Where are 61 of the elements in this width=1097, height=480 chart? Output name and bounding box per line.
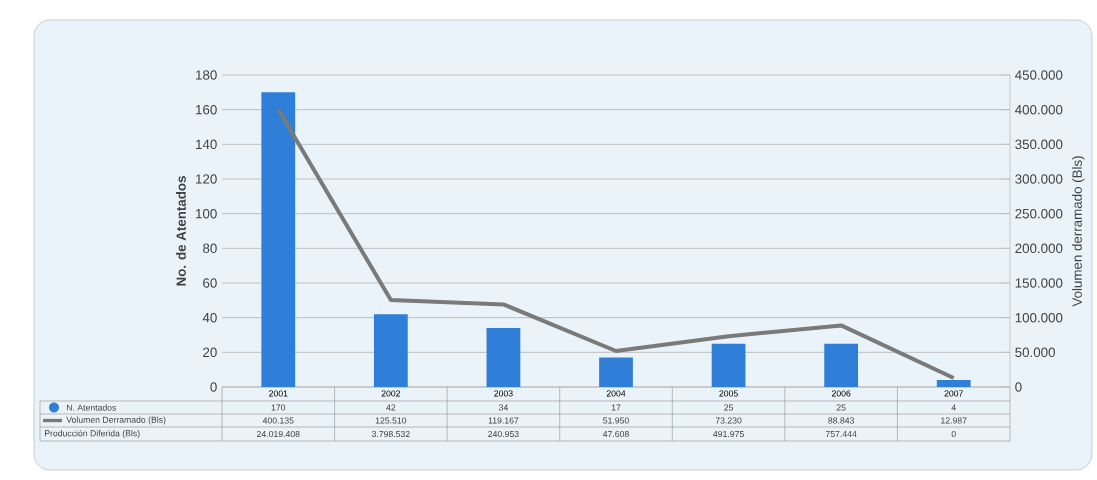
y2-tick-label: 400.000 <box>1015 104 1063 115</box>
y-tick-label: 20 <box>203 347 217 358</box>
text: 240.953 <box>488 430 519 438</box>
data-label: 51.950 <box>603 417 629 424</box>
data-label: 4 <box>951 404 956 411</box>
bar <box>261 92 296 387</box>
text: 3.798.532 <box>371 430 410 438</box>
legend-label: N. Atentados <box>66 404 117 411</box>
data-label: 12.987 <box>941 417 967 424</box>
line-series <box>276 107 956 380</box>
text: 47.608 <box>602 430 629 438</box>
bar <box>824 343 859 387</box>
y-tick-label: 120 <box>196 174 217 184</box>
y-axis-title: No. de Atentados <box>176 176 186 286</box>
data-label: 400.135 <box>262 417 294 424</box>
bar <box>936 380 971 387</box>
bar <box>486 328 521 387</box>
y-tick-label: 140 <box>196 139 217 150</box>
y-tick-label: 80 <box>203 243 217 254</box>
data-label: 88.843 <box>828 417 855 424</box>
y-tick-label: 60 <box>203 278 217 288</box>
x-tick-label: 2006 <box>831 390 851 397</box>
data-label: 34 <box>498 404 508 411</box>
x-tick-label: 2003 <box>494 390 513 397</box>
data-label: 42 <box>386 404 396 411</box>
y-tick-label: 160 <box>196 104 217 115</box>
legend-label: Volumen Derramado (Bls) <box>66 416 166 425</box>
bar <box>373 314 408 387</box>
y-tick-label: 40 <box>202 312 217 323</box>
y-tick-label: 180 <box>196 70 217 80</box>
text: 757.444 <box>825 430 857 438</box>
y2-tick-label: 150.000 <box>1015 278 1063 288</box>
text: Producción Diferida (Bls) <box>44 429 140 439</box>
y2-tick-label: 450.000 <box>1015 70 1063 80</box>
data-label: 73.230 <box>715 417 742 424</box>
bar <box>711 343 746 387</box>
y2-tick-label: 250.000 <box>1015 208 1063 219</box>
x-tick-label: 2002 <box>381 390 401 397</box>
y2-axis-title: Volumen derramado (Bls) <box>1072 156 1085 307</box>
y2-tick-label: 50.000 <box>1015 347 1055 358</box>
y2-tick-label: 350.000 <box>1015 139 1063 150</box>
x-tick-label: 2004 <box>606 390 626 397</box>
text: 24.019.408 <box>257 430 300 438</box>
y-tick-label: 0 <box>210 382 217 392</box>
y2-tick-label: 0 <box>1015 382 1022 392</box>
x-tick-label: 2007 <box>944 390 963 397</box>
data-label: 17 <box>611 404 621 411</box>
y-tick-label: 100 <box>196 208 217 219</box>
y2-tick-label: 200.000 <box>1015 243 1063 254</box>
data-label: 25 <box>724 404 734 411</box>
y2-tick-label: 100.000 <box>1015 312 1063 323</box>
bar <box>599 357 633 387</box>
data-label: 125.510 <box>375 417 407 424</box>
y2-tick-label: 300.000 <box>1015 174 1063 184</box>
data-label: 119.167 <box>488 417 519 424</box>
text: 0 <box>951 430 956 438</box>
x-tick-label: 2001 <box>269 390 288 397</box>
x-tick-label: 2005 <box>719 390 738 397</box>
text: 491.975 <box>713 430 744 438</box>
data-label: 170 <box>271 404 286 411</box>
data-label: 25 <box>836 404 846 411</box>
